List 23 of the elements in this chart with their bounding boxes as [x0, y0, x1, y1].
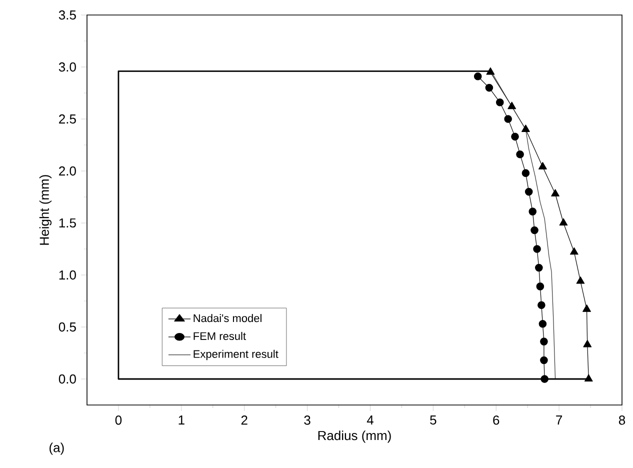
- text: (a): [50, 442, 64, 455]
- y-tick-label: 0.5: [58, 322, 76, 332]
- y-axis-title: Height (mm): [39, 175, 52, 245]
- x-tick-label: 2: [241, 416, 248, 425]
- legend-label: Nadai's model: [194, 314, 262, 322]
- x-tick-label: 3: [304, 416, 310, 425]
- y-tick-label: 2.0: [59, 166, 76, 176]
- x-tick-label: 6: [493, 416, 500, 425]
- x-axis-title: Radius (mm): [318, 430, 391, 443]
- legend-label: Experiment result: [194, 350, 278, 360]
- x-tick-label: 8: [618, 416, 626, 425]
- y-tick-label: 3.5: [58, 10, 76, 20]
- x-tick-label: 5: [430, 416, 436, 425]
- x-tick-label: 1: [178, 416, 184, 424]
- x-tick-label: 4: [366, 416, 374, 424]
- legend-label: FEM result: [194, 332, 246, 340]
- y-tick-label: 1.0: [59, 270, 76, 280]
- y-tick-label: 0.0: [58, 374, 76, 384]
- x-tick-label: 7: [556, 416, 562, 424]
- y-tick-label: 1.5: [59, 218, 76, 228]
- y-tick-label: 2.5: [59, 114, 76, 124]
- x-tick-label: 0: [115, 416, 122, 425]
- y-tick-label: 3.0: [58, 62, 76, 72]
